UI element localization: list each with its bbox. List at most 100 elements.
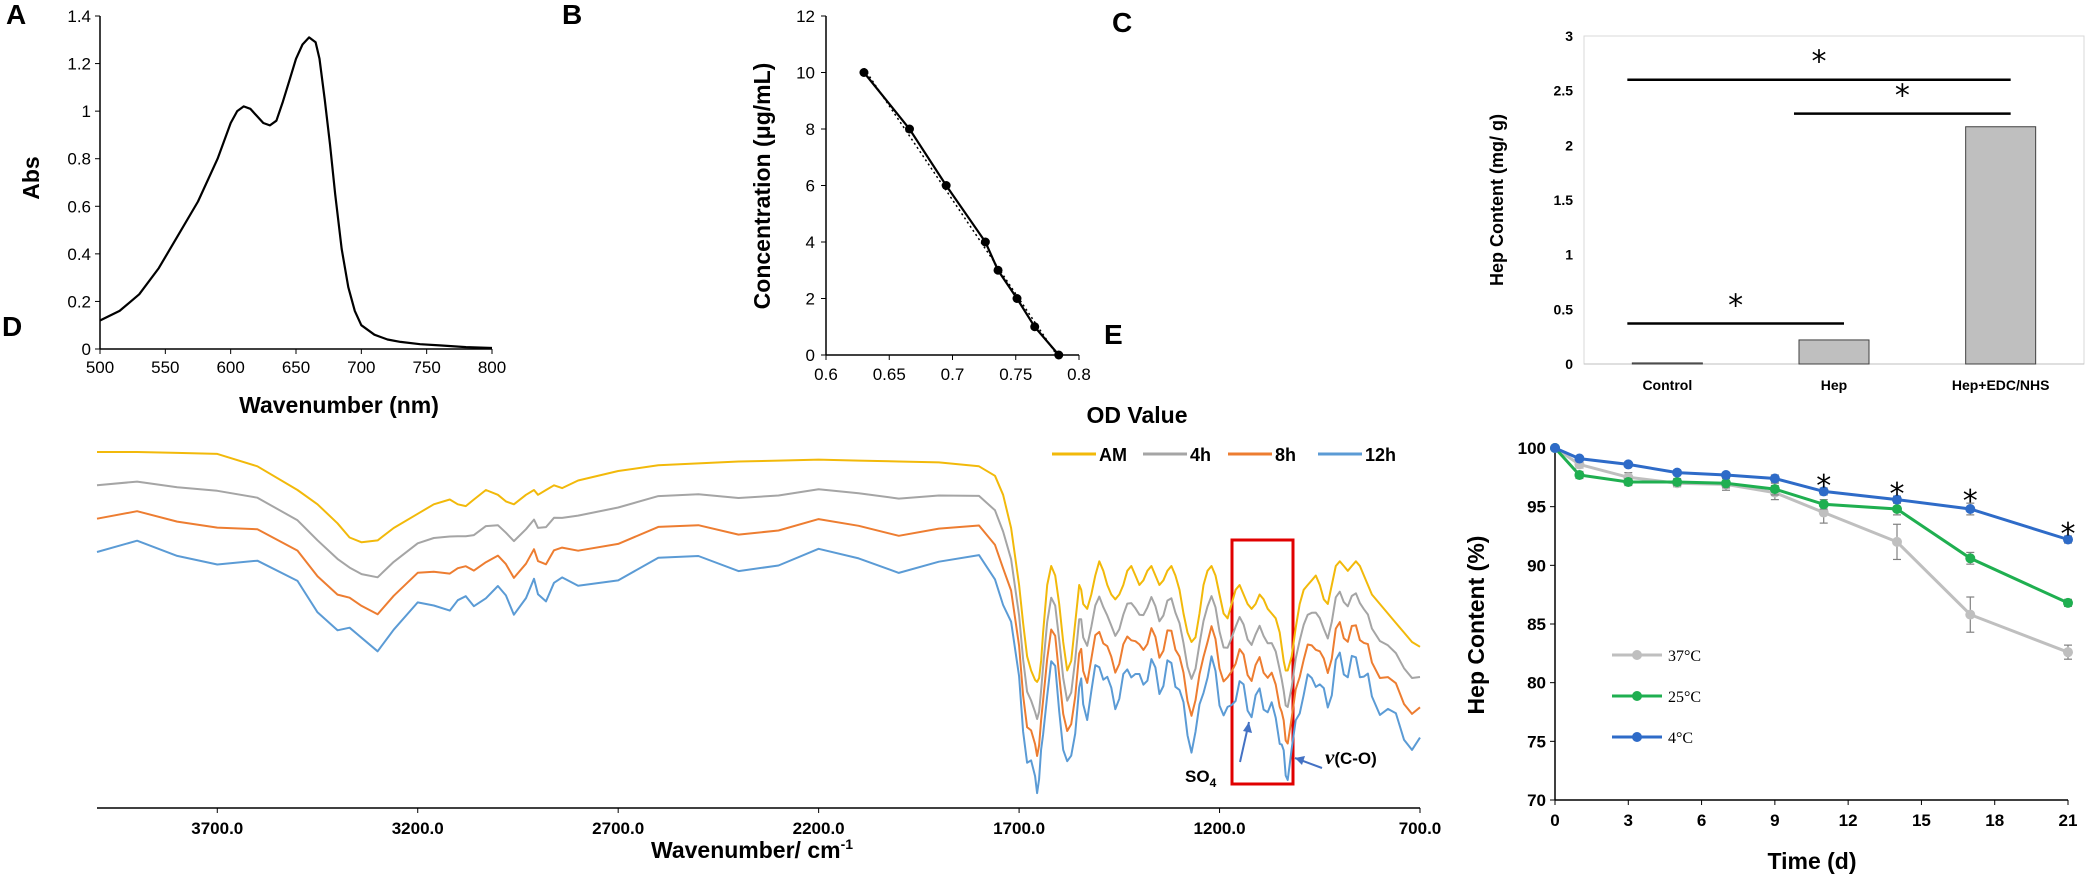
so4-arrow-head [1243,722,1252,733]
legend-label-2: 4°C [1668,730,1693,747]
calibration-point [1012,294,1022,303]
panel-b-label: B [562,0,582,30]
panel-b-xtick-label: 0.65 [873,365,906,384]
panel-c-ytick-label: 0.5 [1554,301,1574,317]
series-point-1 [1818,499,1829,510]
significance-star: * [1728,289,1743,324]
panel-e-xlabel: Time (d) [1767,848,1856,874]
panel-b-ytick-label: 10 [796,64,815,83]
series-point-0 [2063,647,2073,658]
panel-b-xtick-label: 0.6 [814,365,838,384]
panel-d-xtick-label: 3200.0 [392,819,444,838]
panel-d-xlabel-main: Wavenumber/ cm [651,837,841,863]
panel-a-xtick-label: 550 [151,358,179,377]
panel-e-ylabel: Hep Content (%) [1463,536,1489,715]
calibration-line [863,71,1060,356]
panel-d-xtick-label: 3700.0 [191,819,243,838]
calibration-point [993,265,1003,275]
panel-c-label: C [1112,7,1132,38]
panel-c-ytick-label: 1 [1565,247,1573,263]
panel-e-ytick-label: 70 [1527,791,1546,810]
panel-c-ylabel: Hep Content (mg/ g) [1487,114,1507,286]
panel-e-xtick-label: 3 [1624,811,1633,830]
absorbance-line [99,36,493,350]
panel-b-xtick-label: 0.7 [941,365,965,384]
series-line-2 [1554,446,2069,541]
panel-a-ytick-label: 0.4 [67,245,91,264]
panel-d-label: D [2,311,22,342]
ftir-line-8h [96,510,1421,757]
series-point-1 [1892,504,1902,515]
series-point-2 [1892,494,1902,505]
panel-a-ytick-label: 0.8 [67,150,91,169]
bar-control [1631,362,1703,365]
panel-b-ylabel: Concentration (μg/mL) [749,63,775,310]
panel-a-ytick-label: 0 [82,340,91,359]
panel-a-ylabel: Abs [18,156,44,199]
panel-b-ytick-label: 2 [806,290,815,309]
panel-c-category-label: Control [1642,377,1692,393]
series-point-0 [1892,536,1902,547]
panel-d-xtick-label: 1700.0 [993,819,1045,838]
fit-line [863,67,1060,359]
panel-c-ytick-label: 2.5 [1554,83,1574,99]
panel-e-ytick-label: 95 [1527,498,1546,517]
significance-star: * [2061,517,2076,552]
series-line-1 [1553,446,2069,605]
panel-a-ytick-label: 1.4 [67,7,91,26]
legend-label-4h: 4h [1190,445,1211,465]
panel-e-label: E [1104,319,1123,350]
panel-a-ytick-label: 1 [82,102,91,121]
series-point-1 [1623,477,1634,488]
bar-hep [1798,339,1870,365]
panel-a-ytick-label: 0.6 [67,197,91,216]
panel-a-xtick-label: 600 [216,358,244,377]
panel-e-ytick-label: 90 [1527,556,1546,575]
panel-c-ytick-label: 3 [1565,28,1573,44]
so4-label-main: SO [1185,767,1210,786]
panel-e-xtick-label: 9 [1770,811,1779,830]
calibration-point [1030,322,1040,332]
panel-b-xlabel: OD Value [1087,402,1188,428]
significance-star: * [1812,45,1827,80]
calibration-point [904,124,914,134]
panel-c-ytick-label: 2 [1565,137,1573,153]
series-point-2 [1818,486,1829,497]
series-point-2 [1721,469,1731,480]
panel-b-xtick-label: 0.8 [1067,365,1091,384]
series-point-2 [1550,443,1560,453]
panel-b-chart: OD Value Concentration (μg/mL) 0.6 0.65 0.… [749,7,1187,428]
panel-a-xtick-label: 700 [347,358,375,377]
series-point-1 [1574,469,1585,480]
ftir-line-4h [96,480,1421,720]
panel-d-xtick-label: 2200.0 [793,819,845,838]
panel-e-ytick-label: 100 [1518,439,1546,458]
panel-e-xtick-label: 12 [1839,811,1858,830]
series-point-2 [1574,453,1585,464]
significance-star: * [1890,477,1905,512]
panel-d-xtick-label: 700.0 [1399,819,1442,838]
series-point-2 [1672,467,1683,478]
so4-label: SO4 [1185,767,1217,790]
panel-e-ytick-label: 80 [1527,674,1546,693]
legend-label-12h: 12h [1365,445,1396,465]
series-point-1 [1769,484,1780,495]
legend-marker-2 [1632,732,1642,742]
calibration-point [859,68,869,77]
panel-e-chart: Time (d) Hep Content (%) 0 3 6 9 12 15 18 21 70 7… [1463,439,2077,874]
nu-symbol: ν [1325,745,1335,769]
panel-a-xtick-label: 500 [86,358,114,377]
panel-e-xtick-label: 15 [1912,811,1931,830]
panel-d-xlabel-sup: -1 [841,836,854,852]
panel-d-xtick-label: 2700.0 [592,819,644,838]
panel-b-ytick-label: 12 [796,7,815,26]
panel-d-xlabel: Wavenumber/ cm-1 [651,836,853,863]
panel-e-xtick-label: 18 [1985,811,2004,830]
calibration-point [1054,350,1064,360]
series-point-1 [2063,597,2073,608]
series-point-1 [1672,477,1683,488]
panel-b-ytick-label: 0 [806,346,815,365]
panel-c-chart: Hep Content (mg/ g) 0 0.5 1 1.5 2 2.5 3 Control… [1487,28,2085,393]
panel-c-ytick-label: 1.5 [1554,192,1574,208]
